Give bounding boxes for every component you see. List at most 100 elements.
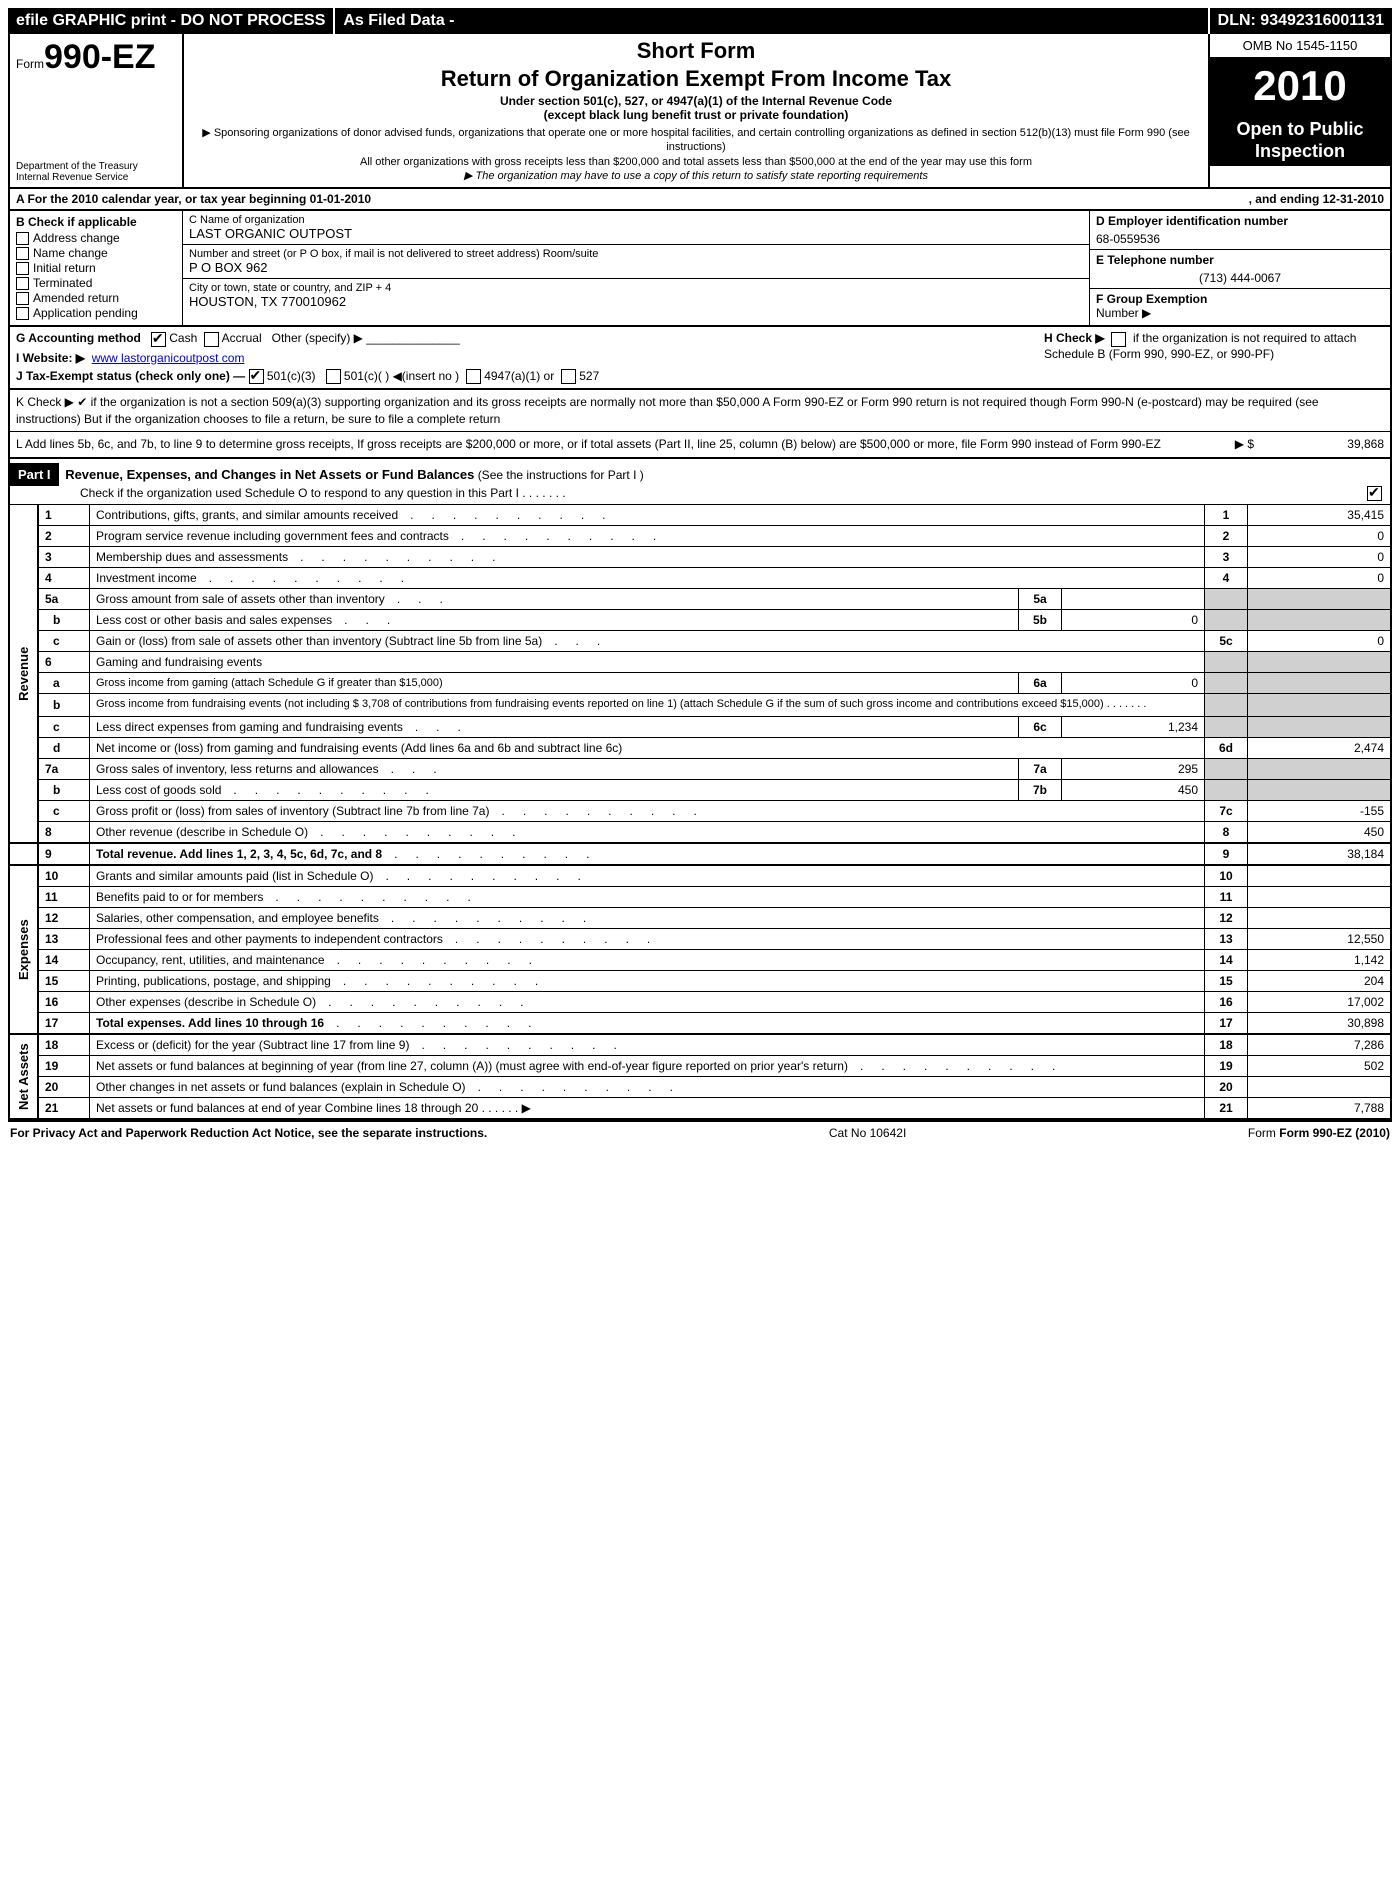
row-l-amount: 39,868 — [1254, 436, 1384, 453]
l6d-num: d — [38, 737, 90, 758]
org-name-label: C Name of organization — [189, 214, 1083, 226]
website-link[interactable]: www lastorganicoutpost com — [92, 351, 245, 365]
chk-schedule-o[interactable] — [1367, 486, 1382, 501]
chk-accrual[interactable] — [204, 332, 219, 347]
l5b-desc: Less cost or other basis and sales expen… — [90, 610, 1019, 631]
l2-rnum: 2 — [1205, 526, 1248, 547]
footer-left: For Privacy Act and Paperwork Reduction … — [10, 1126, 487, 1140]
l7b-iamt: 450 — [1062, 779, 1205, 800]
l1-num: 1 — [38, 505, 90, 526]
city-cell: City or town, state or country, and ZIP … — [183, 279, 1089, 325]
l5a-rshade — [1205, 589, 1248, 610]
l6a-inum: 6a — [1019, 673, 1062, 694]
l9-amt: 38,184 — [1248, 843, 1392, 865]
chk-527[interactable] — [561, 369, 576, 384]
chk-501c3[interactable] — [249, 369, 264, 384]
note1: ▶ Sponsoring organizations of donor advi… — [192, 126, 1200, 155]
part-i-note: (See the instructions for Part I ) — [478, 468, 644, 482]
section-bcdef: B Check if applicable Address change Nam… — [8, 211, 1392, 327]
l3-num: 3 — [38, 547, 90, 568]
l17-desc: Total expenses. Add lines 10 through 16 — [90, 1012, 1205, 1034]
footer-right-text: Form 990-EZ (2010) — [1279, 1126, 1390, 1140]
l6d-desc: Net income or (loss) from gaming and fun… — [90, 737, 1205, 758]
l17-num: 17 — [38, 1012, 90, 1034]
l20-amt — [1248, 1076, 1392, 1097]
lbl-pending: Application pending — [33, 306, 138, 320]
g-label: G Accounting method — [16, 331, 141, 345]
l16-amt: 17,002 — [1248, 991, 1392, 1012]
l7a-rshade2 — [1248, 758, 1392, 779]
l6-rshade — [1205, 652, 1248, 673]
rowa-right: , and ending 12-31-2010 — [1249, 192, 1384, 206]
l6c-rshade — [1205, 716, 1248, 737]
l18-desc: Excess or (deficit) for the year (Subtra… — [90, 1034, 1205, 1056]
l13-desc: Professional fees and other payments to … — [90, 928, 1205, 949]
chk-initial-return[interactable] — [16, 262, 29, 275]
l6b-desc: Gross income from fundraising events (no… — [90, 694, 1205, 716]
dln-label: DLN: 93492316001131 — [1210, 8, 1392, 34]
l18-amt: 7,286 — [1248, 1034, 1392, 1056]
l1-rnum: 1 — [1205, 505, 1248, 526]
l7c-rnum: 7c — [1205, 800, 1248, 821]
chk-pending[interactable] — [16, 307, 29, 320]
l5c-desc: Gain or (loss) from sale of assets other… — [90, 631, 1205, 652]
chk-amended[interactable] — [16, 292, 29, 305]
l7a-inum: 7a — [1019, 758, 1062, 779]
l5c-rnum: 5c — [1205, 631, 1248, 652]
l15-num: 15 — [38, 970, 90, 991]
l6d-rnum: 6d — [1205, 737, 1248, 758]
chk-h[interactable] — [1111, 332, 1126, 347]
l7b-rshade2 — [1248, 779, 1392, 800]
part-i-check-text: Check if the organization used Schedule … — [10, 486, 566, 500]
row-l: L Add lines 5b, 6c, and 7b, to line 9 to… — [8, 432, 1392, 459]
l11-rnum: 11 — [1205, 886, 1248, 907]
l6a-rshade — [1205, 673, 1248, 694]
row-l-text: L Add lines 5b, 6c, and 7b, to line 9 to… — [16, 436, 1194, 453]
l20-desc: Other changes in net assets or fund bala… — [90, 1076, 1205, 1097]
lbl-4947: 4947(a)(1) or — [484, 369, 554, 383]
page-footer: For Privacy Act and Paperwork Reduction … — [8, 1120, 1392, 1144]
chk-cash[interactable] — [151, 332, 166, 347]
col-def: D Employer identification number 68-0559… — [1089, 211, 1390, 325]
l15-desc: Printing, publications, postage, and shi… — [90, 970, 1205, 991]
l7b-inum: 7b — [1019, 779, 1062, 800]
l6-desc: Gaming and fundraising events — [90, 652, 1205, 673]
part-i-header-row: Part I Revenue, Expenses, and Changes in… — [8, 459, 1392, 504]
ein-value: 68-0559536 — [1096, 232, 1384, 246]
row-h: H Check ▶ if the organization is not req… — [1044, 331, 1384, 360]
org-name-value: LAST ORGANIC OUTPOST — [189, 226, 1083, 241]
city-value: HOUSTON, TX 770010962 — [189, 294, 1083, 309]
header-notes: ▶ Sponsoring organizations of donor advi… — [192, 126, 1200, 183]
footer-mid: Cat No 10642I — [829, 1126, 906, 1140]
l12-desc: Salaries, other compensation, and employ… — [90, 907, 1205, 928]
chk-terminated[interactable] — [16, 277, 29, 290]
col-b-checkboxes: B Check if applicable Address change Nam… — [10, 211, 183, 325]
chk-name-change[interactable] — [16, 247, 29, 260]
l7b-num: b — [38, 779, 90, 800]
l14-amt: 1,142 — [1248, 949, 1392, 970]
l5b-rshade — [1205, 610, 1248, 631]
city-label: City or town, state or country, and ZIP … — [189, 282, 1083, 294]
l8-num: 8 — [38, 821, 90, 843]
l6-rshade2 — [1248, 652, 1392, 673]
lbl-terminated: Terminated — [33, 276, 92, 290]
chk-501c[interactable] — [326, 369, 341, 384]
l17-desc-text: Total expenses. Add lines 10 through 16 — [96, 1016, 324, 1030]
l5a-iamt — [1062, 589, 1205, 610]
l5a-rshade2 — [1248, 589, 1392, 610]
l1-amt: 35,415 — [1248, 505, 1392, 526]
l8-amt: 450 — [1248, 821, 1392, 843]
l13-rnum: 13 — [1205, 928, 1248, 949]
form-number: Form990-EZ — [16, 38, 176, 77]
form-no-big: 990-EZ — [44, 38, 156, 76]
omb-number: OMB No 1545-1150 — [1210, 34, 1390, 58]
side-expenses: Expenses — [9, 865, 38, 1034]
misc-left: G Accounting method Cash Accrual Other (… — [16, 331, 1004, 384]
chk-address-change[interactable] — [16, 232, 29, 245]
l6-num: 6 — [38, 652, 90, 673]
l10-amt — [1248, 865, 1392, 887]
lbl-501c: 501(c)( ) ◀(insert no ) — [344, 369, 459, 383]
lbl-address-change: Address change — [33, 231, 120, 245]
lbl-other: Other (specify) ▶ — [272, 331, 363, 345]
chk-4947[interactable] — [466, 369, 481, 384]
